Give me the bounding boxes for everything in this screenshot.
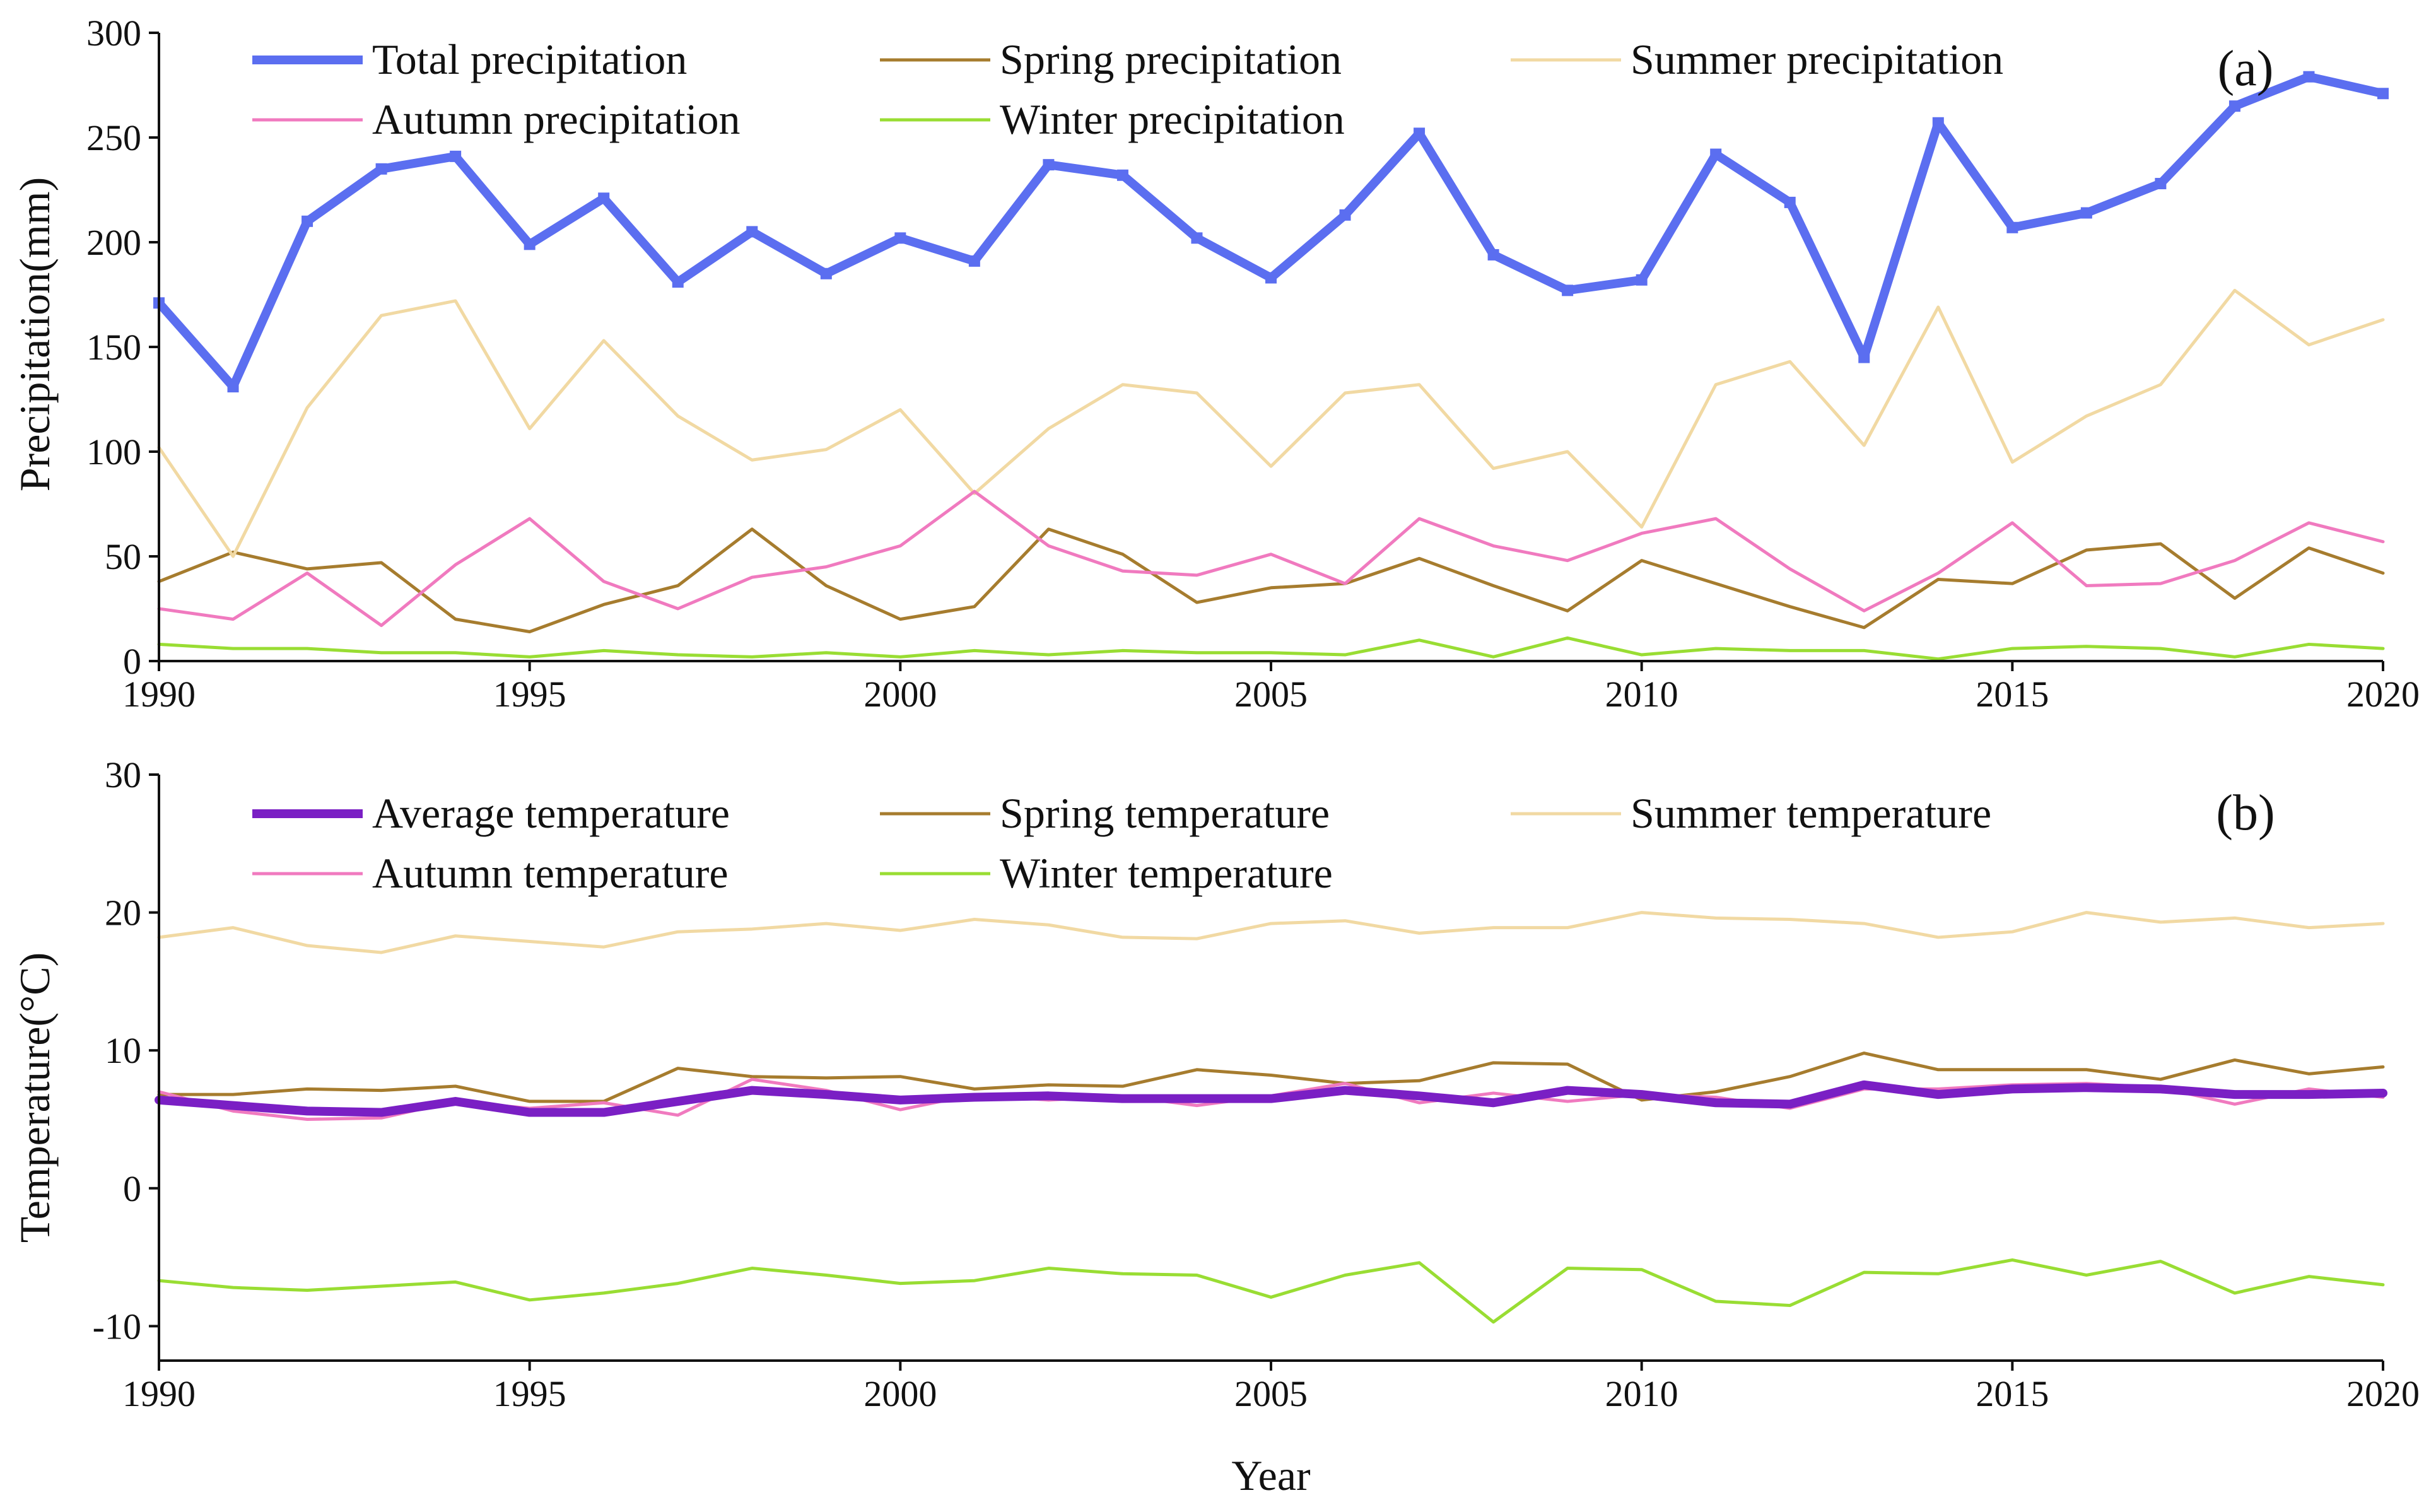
precipitation-y-tick-label: 100 [86, 431, 141, 472]
precipitation-y-tick-label: 250 [86, 117, 141, 158]
winter-precipitation-legend-label: Winter precipitation [1000, 95, 1345, 143]
x-axis-title: Year [1231, 1451, 1311, 1499]
autumn-precipitation-line [157, 489, 2385, 628]
total-precipitation-point [227, 381, 239, 393]
total-precipitation-point [2155, 178, 2167, 190]
precipitation-panel-label: (a) [2218, 41, 2274, 97]
total-precipitation-point [746, 226, 758, 238]
total-precipitation-point [1636, 274, 1648, 286]
temperature-y-tick-label: 10 [105, 1030, 141, 1071]
total-precipitation-point [1265, 272, 1277, 284]
total-precipitation-point [450, 150, 462, 162]
total-precipitation-point [302, 215, 313, 227]
precipitation-y-tick-label: 50 [105, 536, 141, 577]
total-precipitation-point [1710, 148, 1722, 160]
total-precipitation-point [598, 192, 610, 204]
autumn-precipitation-legend-label: Autumn precipitation [372, 95, 741, 143]
total-precipitation-point [524, 238, 536, 250]
precipitation-panel: 1990 1995 2000 2005 2010 2015 2020 0 50 100 150 200… [11, 13, 2420, 715]
total-precipitation-point [2080, 207, 2092, 219]
total-precipitation-point [672, 276, 684, 288]
summer-precipitation-line [157, 288, 2385, 558]
temperature-panel-label: (b) [2216, 785, 2275, 841]
total-precipitation-legend-label: Total precipitation [372, 35, 687, 83]
precipitation-x-tick-label: 2000 [864, 674, 937, 715]
precipitation-y-tick-label: 150 [86, 327, 141, 368]
precipitation-y-tick-label: 200 [86, 222, 141, 263]
total-precipitation-point [1932, 117, 1944, 129]
total-precipitation-point [2006, 221, 2018, 233]
winter-temperature-legend-label: Winter temperature [1000, 849, 1333, 897]
winter-temperature-line [157, 1258, 2385, 1324]
total-precipitation-point [2377, 88, 2389, 100]
temperature-y-tick-label: 30 [105, 754, 141, 795]
precipitation-y-tick-label: 300 [86, 13, 141, 54]
precipitation-x-tick-label: 2020 [2346, 674, 2420, 715]
total-precipitation-point [894, 232, 906, 244]
total-precipitation-point [1116, 169, 1128, 181]
precipitation-y-axis-title: Precipitation(mm) [11, 177, 59, 492]
average-temperature-legend-label: Average temperature [372, 789, 730, 837]
total-precipitation-point [1487, 249, 1499, 261]
summer-temperature-line [157, 911, 2385, 954]
spring-precipitation-line [157, 527, 2385, 634]
temperature-y-tick-label: 0 [123, 1168, 141, 1209]
total-precipitation-point [1414, 127, 1426, 139]
precipitation-legend: Total precipitation Spring precipitation S… [252, 35, 2003, 143]
temperature-y-tick-label: 20 [105, 893, 141, 934]
precipitation-x-tick-label: 1990 [122, 674, 196, 715]
autumn-temperature-legend-label: Autumn temperature [372, 849, 729, 897]
total-precipitation-point [375, 163, 387, 175]
temperature-y-tick-label: -10 [93, 1306, 141, 1347]
summer-precipitation-legend-label: Summer precipitation [1631, 35, 2003, 83]
temperature-panel: 1990 1995 2000 2005 2010 2015 2020 -10 0 10 20 30 A… [11, 754, 2420, 1499]
temperature-x-tick-label: 2020 [2346, 1373, 2420, 1414]
spring-temperature-legend-label: Spring temperature [1000, 789, 1330, 837]
total-precipitation-point [1043, 159, 1055, 171]
precipitation-x-tick-label: 1995 [493, 674, 566, 715]
temperature-legend: Average temperature Spring temperature Sum… [252, 789, 1991, 897]
summer-temperature-legend-label: Summer temperature [1631, 789, 1991, 837]
total-precipitation-point [1784, 196, 1796, 208]
temperature-x-tick-label: 2010 [1605, 1373, 1678, 1414]
total-precipitation-point [1562, 284, 1574, 296]
total-precipitation-point [1858, 351, 1870, 363]
temperature-x-tick-label: 1995 [493, 1373, 566, 1414]
precipitation-x-tick-label: 2015 [1976, 674, 2049, 715]
total-precipitation-point [2228, 100, 2240, 112]
average-temperature-line [155, 1080, 2387, 1117]
total-precipitation-point [1339, 209, 1351, 221]
precipitation-y-tick-label: 0 [123, 641, 141, 682]
spring-precipitation-legend-label: Spring precipitation [1000, 35, 1342, 83]
temperature-x-tick-label: 2000 [864, 1373, 937, 1414]
temperature-x-tick-label: 2015 [1976, 1373, 2049, 1414]
total-precipitation-point [1191, 232, 1203, 244]
temperature-x-tick-label: 2005 [1234, 1373, 1308, 1414]
total-precipitation-point [820, 267, 832, 279]
precipitation-x-tick-label: 2005 [1234, 674, 1308, 715]
total-precipitation-point [968, 255, 980, 267]
temperature-y-axis-title: Temperature(°C) [11, 952, 59, 1243]
total-precipitation-point [2303, 71, 2315, 83]
spring-temperature-line [157, 1052, 2385, 1103]
temperature-x-tick-label: 1990 [122, 1373, 196, 1414]
precipitation-x-tick-label: 2010 [1605, 674, 1678, 715]
winter-precipitation-line [157, 636, 2385, 661]
